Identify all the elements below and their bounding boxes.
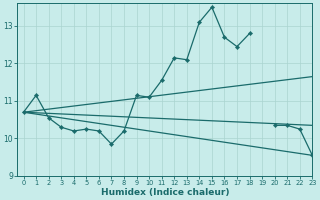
- X-axis label: Humidex (Indice chaleur): Humidex (Indice chaleur): [100, 188, 229, 197]
